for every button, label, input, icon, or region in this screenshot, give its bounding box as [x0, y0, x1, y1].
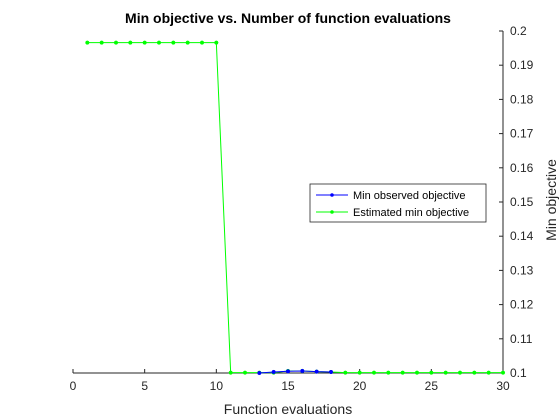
legend-label: Estimated min objective: [353, 207, 469, 219]
series-point-0: [257, 370, 262, 376]
y-tick-label: 0.13: [510, 263, 534, 277]
y-tick-label: 0.12: [510, 298, 534, 312]
series-point-1: [486, 370, 491, 375]
series-point-0: [328, 369, 334, 375]
series-line-0: [259, 370, 332, 374]
series-point-1: [199, 40, 205, 45]
series-point-1: [228, 370, 233, 375]
series-point-1: [400, 370, 405, 375]
y-axis-label: Min objective: [543, 159, 559, 241]
y-tick-label: 0.16: [510, 161, 534, 175]
series-point-0: [314, 369, 319, 374]
y-tick-label: 0.19: [510, 58, 534, 72]
x-axis-label: Function evaluations: [224, 401, 352, 417]
series-point-1: [171, 40, 176, 45]
x-ticks: 0 5 10 15 20 25 30: [70, 369, 510, 393]
y-tick-label: 0.11: [510, 332, 533, 346]
series-point-0: [285, 369, 291, 374]
series-point-1: [99, 40, 104, 45]
series-point-1: [113, 40, 119, 45]
series-point-1: [242, 370, 248, 375]
y-tick-label: 0.18: [510, 92, 534, 106]
series-point-1: [128, 40, 133, 45]
series-point-1: [357, 370, 362, 375]
series-point-0: [271, 369, 276, 375]
series-point-1: [457, 370, 463, 375]
series-point-1: [386, 370, 391, 375]
series-layer: [85, 40, 506, 376]
y-tick-label: 0.1: [510, 366, 527, 380]
x-tick-label: 15: [281, 379, 295, 393]
y-tick-label: 0.15: [510, 195, 534, 209]
y-ticks: 0.1 0.11 0.12 0.13 0.14 0.15 0.16 0.17 0.18 0.19 0…: [499, 24, 534, 380]
series-point-0: [300, 368, 305, 373]
series-point-1: [443, 370, 448, 375]
series-point-1: [472, 370, 477, 375]
series-point-1: [429, 370, 434, 375]
series-point-1: [185, 40, 190, 45]
legend-label: Min observed objective: [353, 190, 466, 202]
x-tick-label: 20: [353, 379, 367, 393]
legend: Min observed objective Estimated min obje…: [309, 183, 487, 223]
series-point-1: [371, 370, 377, 375]
x-tick-label: 0: [70, 379, 77, 393]
y-tick-label: 0.14: [510, 229, 534, 243]
series-point-1: [343, 370, 348, 375]
x-tick-label: 30: [496, 379, 510, 393]
y-tick-label: 0.2: [510, 24, 527, 38]
x-tick-label: 5: [141, 379, 148, 393]
series-point-1: [156, 40, 162, 45]
legend-box: [309, 183, 487, 223]
series-point-1: [214, 40, 219, 45]
x-tick-label: 10: [210, 379, 224, 393]
legend-swatch-marker: [330, 210, 334, 214]
chart-title: Min objective vs. Number of function eva…: [125, 10, 451, 26]
series-point-1: [142, 40, 147, 45]
legend-swatch-marker: [330, 193, 334, 197]
series-point-1: [85, 40, 90, 45]
x-tick-label: 25: [425, 379, 439, 393]
series-point-1: [414, 370, 420, 375]
y-tick-label: 0.17: [510, 127, 534, 141]
series-point-1: [500, 370, 506, 375]
